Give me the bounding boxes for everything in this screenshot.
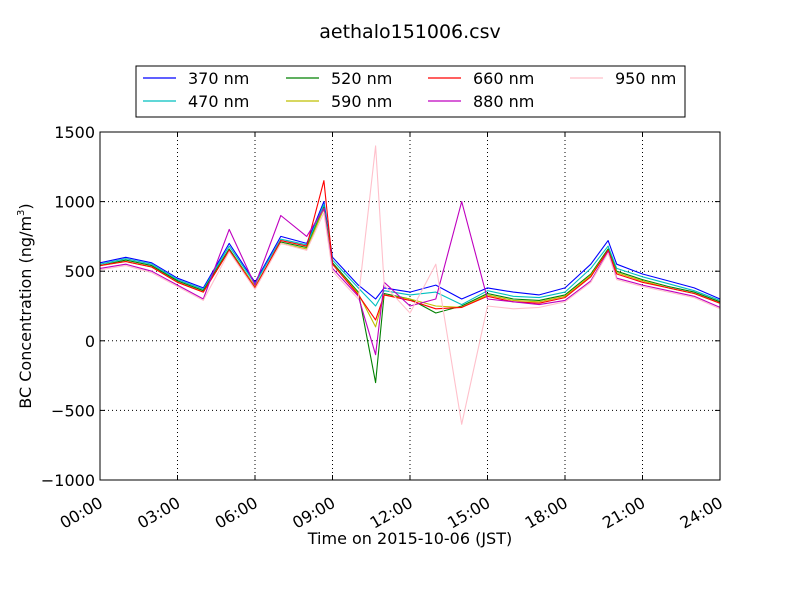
y-tick-labels: 1500 1000 500 0 −500 −1000 (41, 123, 95, 490)
series-line-470-nm (99, 203, 721, 307)
legend-label: 520 nm (331, 69, 392, 88)
series-line-950-nm (99, 145, 721, 425)
series-line-660-nm (99, 180, 721, 321)
chart-title: aethalo151006.csv (319, 21, 501, 43)
y-tick-label: 500 (64, 262, 95, 281)
legend-label: 590 nm (331, 92, 392, 111)
legend: 370 nm 470 nm 520 nm 590 nm 660 nm 880 nm 950 … (135, 65, 686, 118)
series-lines (99, 145, 721, 425)
legend-label: 950 nm (615, 69, 676, 88)
axis-ticks (99, 131, 721, 481)
y-tick-label: 1000 (54, 193, 95, 212)
legend-label: 370 nm (188, 69, 249, 88)
x-axis-label: Time on 2015-10-06 (JST) (307, 529, 512, 548)
y-tick-label: 0 (85, 332, 95, 351)
legend-label: 880 nm (473, 92, 534, 111)
y-tick-label: −1000 (41, 471, 95, 490)
legend-label: 660 nm (473, 69, 534, 88)
legend-label: 470 nm (188, 92, 249, 111)
y-axis-label: BC Concentration (ng/m3) (16, 203, 35, 408)
legend-box (135, 65, 686, 118)
y-tick-label: −500 (51, 401, 95, 420)
y-tick-label: 1500 (54, 123, 95, 142)
